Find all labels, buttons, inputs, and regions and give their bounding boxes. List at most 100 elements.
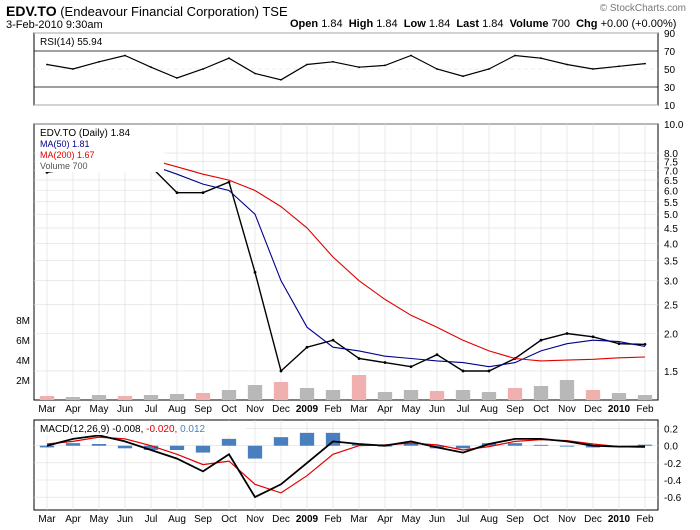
x-tick-label: Sep <box>506 404 524 415</box>
high-label: High <box>348 18 374 30</box>
macd-histogram-bar <box>117 445 133 449</box>
x-tick-label: Aug <box>168 514 186 525</box>
x-tick-label: 2010 <box>608 514 631 525</box>
volume-bar <box>611 393 627 400</box>
x-tick-label: Aug <box>480 514 498 525</box>
price-point <box>357 357 361 360</box>
x-tick-label: Jul <box>145 404 158 415</box>
rsi-point <box>358 66 360 69</box>
volume-bar <box>351 375 367 400</box>
macd-legend-part: 0.012 <box>180 424 205 435</box>
macd-legend-part: MACD(12,26,9) <box>40 424 112 435</box>
rsi-point <box>332 60 334 63</box>
volume-bar <box>39 396 55 400</box>
volume-bar <box>117 396 133 400</box>
x-tick-label: Feb <box>324 404 342 415</box>
price-point <box>591 335 595 339</box>
x-tick-label: Jun <box>429 404 445 415</box>
macd-legend: MACD(12,26,9) -0.008, -0.020, 0.012 <box>40 424 206 435</box>
macd-legend-part: -0.008, <box>112 424 146 435</box>
volume-bar <box>325 390 341 400</box>
volume-tick-label: 4M <box>16 356 30 367</box>
price-legend-item: EDV.TO (Daily) 1.84 <box>40 128 130 139</box>
x-tick-label: Jul <box>457 404 470 415</box>
rsi-point <box>462 75 464 78</box>
macd-tick-label: 0.0 <box>664 442 678 453</box>
x-tick-label: Oct <box>533 404 549 415</box>
x-tick-label: Oct <box>533 514 549 525</box>
price-point <box>383 361 387 364</box>
macd-histogram-bar <box>195 445 211 453</box>
rsi-point <box>384 64 386 67</box>
last-label: Last <box>456 18 480 30</box>
macd-histogram-bar <box>325 432 341 446</box>
price-tick-label: 4.0 <box>664 239 678 250</box>
price-tick-label: 10.0 <box>664 120 684 131</box>
macd-histogram-bar <box>65 443 81 446</box>
price-point <box>227 180 231 184</box>
macd-histogram-bar <box>507 443 523 446</box>
macd-histogram-bar <box>455 445 471 449</box>
x-tick-label: Jun <box>117 514 133 525</box>
macd-tick-label: -0.4 <box>664 476 682 487</box>
macd-tick-label: -0.6 <box>664 493 682 504</box>
macd-panel: 0.2 0.0 -0.2 -0.4 -0.6 Mar Apr May Jun Jul Aug Sep O… <box>33 419 682 525</box>
macd-histogram-bar <box>221 438 237 446</box>
volume-bar <box>455 390 471 400</box>
x-tick-label: 2009 <box>296 514 319 525</box>
price-tick-label: 7.0 <box>664 166 678 177</box>
volume-tick-label: 6M <box>16 336 30 347</box>
rsi-point <box>150 66 152 69</box>
rsi-panel: 90 70 50 30 10 RSI(14) 55.94 <box>33 29 676 112</box>
price-point <box>253 270 257 274</box>
volume-bar <box>507 388 523 400</box>
price-tick-label: 5.5 <box>664 198 678 209</box>
x-tick-label: Aug <box>168 404 186 415</box>
price-point <box>409 365 413 369</box>
stockcharts-credit: © StockCharts.com <box>599 3 686 14</box>
price-tick-label: 4.5 <box>664 224 678 235</box>
x-tick-label: 2010 <box>608 404 631 415</box>
quote-datetime: 3-Feb-2010 9:30am <box>6 19 103 31</box>
macd-histogram-bar <box>559 445 575 447</box>
x-tick-label: Aug <box>480 404 498 415</box>
x-tick-label: Jul <box>145 514 158 525</box>
x-tick-label: Oct <box>221 404 237 415</box>
volume-label: Volume <box>509 18 549 30</box>
x-tick-label: Apr <box>65 514 81 525</box>
price-point <box>487 369 491 373</box>
x-tick-label: Nov <box>246 404 264 415</box>
rsi-tick-label: 90 <box>664 29 676 40</box>
x-tick-label: Jun <box>117 404 133 415</box>
rsi-point <box>280 78 282 81</box>
volume-bar <box>299 388 315 400</box>
low-label: Low <box>403 18 426 30</box>
price-point <box>643 342 647 346</box>
x-tick-label: Jun <box>429 514 445 525</box>
low-value: 1.84 <box>428 18 451 30</box>
volume-bar <box>481 392 497 400</box>
price-point <box>331 338 335 342</box>
x-tick-label: Sep <box>506 514 524 525</box>
macd-line <box>46 434 646 499</box>
rsi-point <box>176 77 178 79</box>
price-point <box>461 369 465 373</box>
open-label: Open <box>290 18 319 30</box>
macd-legend-bg <box>36 422 246 435</box>
company-name: (Endeavour Financial Corporation) <box>60 4 259 19</box>
ticker-symbol: EDV.TO <box>6 3 57 19</box>
price-panel: 10.0 8.07.57.06.56.05.55.0 4.5 4.0 3.5 3.0 2.5… <box>16 120 684 415</box>
high-value: 1.84 <box>376 18 398 30</box>
macd-histogram-bar <box>299 432 315 446</box>
x-tick-label: May <box>402 514 421 525</box>
x-tick-label: Mar <box>350 514 368 525</box>
rsi-point <box>306 63 308 66</box>
rsi-point <box>566 63 568 66</box>
x-tick-label: Feb <box>636 404 654 415</box>
x-tick-label: Feb <box>636 514 654 525</box>
chg-value: +0.00 (+0.00%) <box>600 18 677 30</box>
price-legend-item: MA(200) 1.67 <box>40 150 95 160</box>
rsi-legend: RSI(14) 55.94 <box>40 37 103 48</box>
macd-tick-label: 0.2 <box>664 425 678 436</box>
